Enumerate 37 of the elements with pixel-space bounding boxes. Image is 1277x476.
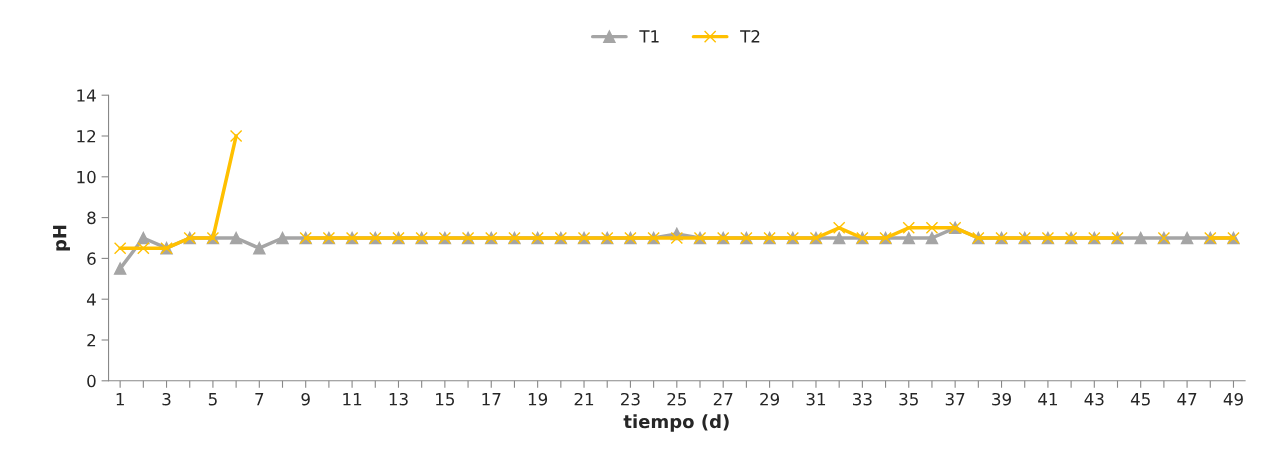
- x-tick-label: 3: [162, 392, 171, 406]
- y-tick-label: 0: [87, 374, 96, 388]
- x-tick-label: 31: [806, 392, 826, 406]
- legend-label: T1: [639, 30, 659, 43]
- x-tick-label: 7: [255, 393, 264, 406]
- x-tick-label: 1: [116, 393, 124, 406]
- x-tick-label: 29: [760, 392, 780, 406]
- x-tick-label: 47: [1177, 393, 1197, 406]
- y-tick-label: 14: [77, 89, 96, 102]
- y-tick-label: 6: [87, 252, 96, 265]
- legend-label: T2: [740, 30, 760, 43]
- x-tick-label: 9: [301, 392, 310, 406]
- y-tick-label: 4: [86, 293, 96, 306]
- x-tick-label: 49: [1223, 392, 1243, 406]
- x-tick-label: 45: [1130, 393, 1150, 406]
- x-tick-label: 13: [389, 392, 408, 406]
- x-tick-label: 17: [482, 393, 501, 406]
- x-tick-label: 33: [853, 392, 872, 406]
- y-tick-label: 10: [77, 170, 96, 184]
- x-tick-label: 41: [1038, 393, 1057, 406]
- y-tick-label: 2: [87, 333, 96, 347]
- x-tick-label: 25: [667, 392, 686, 406]
- x-tick-label: 43: [1084, 392, 1104, 406]
- x-tick-label: 5: [208, 393, 217, 406]
- x-axis-title: tiempo (d): [623, 414, 729, 432]
- y-tick-label: 12: [77, 129, 96, 143]
- y-axis-title: pH: [53, 225, 70, 251]
- x-tick-label: 35: [899, 392, 918, 406]
- y-tick-label: 8: [87, 211, 96, 225]
- x-tick-label: 15: [436, 393, 455, 406]
- x-tick-label: 37: [945, 392, 965, 406]
- x-tick-label: 21: [574, 392, 594, 406]
- x-tick-label: 27: [713, 392, 733, 406]
- x-tick-label: 19: [528, 392, 548, 406]
- x-tick-label: 39: [992, 392, 1011, 406]
- x-tick-label: 23: [621, 392, 640, 406]
- x-tick-label: 11: [343, 393, 362, 406]
